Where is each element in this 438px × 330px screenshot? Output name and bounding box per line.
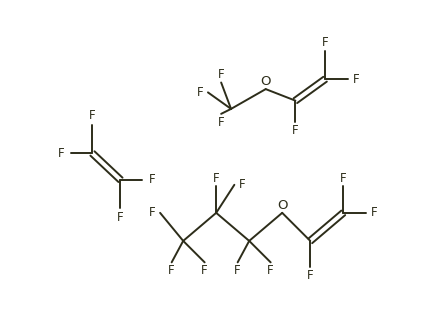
Text: F: F — [217, 68, 224, 81]
Text: F: F — [371, 206, 377, 219]
Text: F: F — [217, 115, 224, 129]
Text: F: F — [352, 73, 359, 86]
Text: F: F — [148, 206, 155, 219]
Text: F: F — [212, 172, 219, 185]
Text: F: F — [201, 264, 208, 277]
Text: F: F — [58, 147, 64, 160]
Text: O: O — [260, 75, 270, 88]
Text: F: F — [306, 269, 313, 282]
Text: F: F — [117, 211, 124, 224]
Text: O: O — [276, 199, 287, 212]
Text: F: F — [321, 36, 328, 49]
Text: F: F — [239, 178, 245, 191]
Text: F: F — [196, 86, 202, 99]
Text: F: F — [339, 172, 346, 185]
Text: F: F — [148, 173, 155, 186]
Text: F: F — [267, 264, 273, 277]
Text: F: F — [89, 109, 95, 122]
Text: F: F — [168, 264, 175, 277]
Text: F: F — [234, 264, 240, 277]
Text: F: F — [291, 124, 298, 137]
